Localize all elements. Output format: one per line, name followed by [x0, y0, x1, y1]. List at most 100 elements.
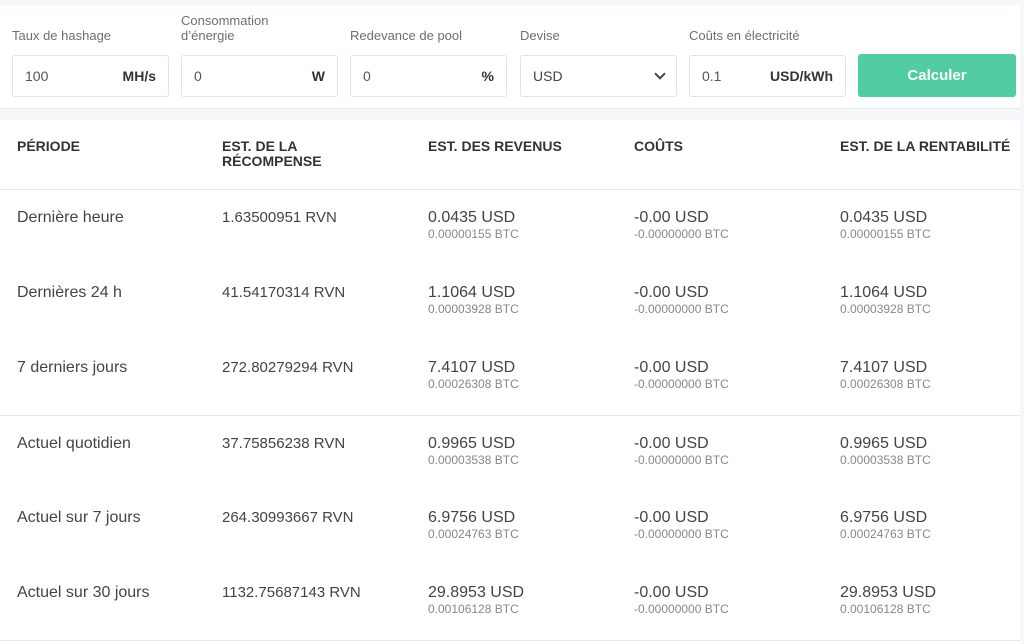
hashrate-field: Taux de hashage 100 MH/s — [12, 5, 169, 105]
cost-cell: -0.00 USD -0.00000000 BTC — [634, 509, 729, 541]
cost-usd: -0.00 USD — [634, 209, 709, 226]
hashrate-value[interactable]: 100 — [25, 68, 49, 84]
power-value[interactable]: 0 — [194, 68, 202, 84]
reward-cell: 1132.75687143 RVN — [222, 584, 361, 601]
profit-cell: 0.0435 USD 0.00000155 BTC — [840, 209, 931, 241]
revenue-btc: 0.00003538 BTC — [428, 453, 519, 467]
period-cell: Actuel sur 7 jours — [17, 509, 141, 526]
header-revenue: EST. DES REVENUS — [428, 138, 562, 154]
electricity-unit: USD/kWh — [770, 68, 833, 84]
period-cell: Actuel quotidien — [17, 435, 131, 452]
revenue-usd: 1.1064 USD — [428, 284, 516, 301]
currency-value: USD — [533, 68, 563, 84]
cost-btc: -0.00000000 BTC — [634, 527, 729, 541]
revenue-cell: 7.4107 USD 0.00026308 BTC — [428, 359, 519, 391]
revenue-usd: 6.9756 USD — [428, 509, 516, 526]
revenue-cell: 1.1064 USD 0.00003928 BTC — [428, 284, 519, 316]
pool-fee-input[interactable]: 0% — [350, 55, 507, 97]
hashrate-input[interactable]: 100 MH/s — [12, 55, 169, 97]
revenue-cell: 6.9756 USD 0.00024763 BTC — [428, 509, 519, 541]
chevron-down-icon — [654, 68, 666, 80]
cost-btc: -0.00000000 BTC — [634, 227, 729, 241]
cost-cell: -0.00 USD -0.00000000 BTC — [634, 284, 729, 316]
table-header: PÉRIODE EST. DE LA RÉCOMPENSE EST. DES R… — [0, 120, 1020, 190]
table-row: 7 derniers jours 272.80279294 RVN 7.4107… — [0, 340, 1020, 415]
table-row: Actuel sur 7 jours 264.30993667 RVN 6.97… — [0, 490, 1020, 565]
header-reward: EST. DE LA RÉCOMPENSE — [222, 138, 322, 169]
pool-fee-value[interactable]: 0 — [363, 68, 371, 84]
profit-usd: 29.8953 USD — [840, 584, 937, 601]
profit-cell: 1.1064 USD 0.00003928 BTC — [840, 284, 931, 316]
cost-cell: -0.00 USD -0.00000000 BTC — [634, 584, 729, 616]
reward-cell: 41.54170314 RVN — [222, 284, 346, 301]
pool-fee-label: Redevance de pool — [350, 28, 463, 43]
reward-cell: 272.80279294 RVN — [222, 359, 354, 376]
table-row: Actuel sur 30 jours 1132.75687143 RVN 29… — [0, 565, 1020, 640]
profit-cell: 0.9965 USD 0.00003538 BTC — [840, 435, 931, 467]
cost-cell: -0.00 USD -0.00000000 BTC — [634, 209, 729, 241]
currency-select[interactable]: USD — [520, 55, 677, 97]
period-cell: 7 derniers jours — [17, 359, 128, 376]
period-cell: Actuel sur 30 jours — [17, 584, 150, 601]
reward-cell: 264.30993667 RVN — [222, 509, 354, 526]
profit-usd: 1.1064 USD — [840, 284, 928, 301]
cost-cell: -0.00 USD -0.00000000 BTC — [634, 359, 729, 391]
profit-btc: 0.00003538 BTC — [840, 453, 931, 467]
revenue-btc: 0.00024763 BTC — [428, 527, 519, 541]
calculator-form: Taux de hashage 100 MH/s Consommation d’é… — [0, 5, 1020, 109]
table-row: Actuel quotidien 37.75856238 RVN 0.9965 … — [0, 415, 1020, 490]
header-costs: COÛTS — [634, 138, 683, 154]
revenue-usd: 7.4107 USD — [428, 359, 516, 376]
cost-cell: -0.00 USD -0.00000000 BTC — [634, 435, 729, 467]
cost-btc: -0.00000000 BTC — [634, 377, 729, 391]
calculate-button[interactable]: Calculer — [858, 54, 1016, 97]
cost-btc: -0.00000000 BTC — [634, 453, 729, 467]
cost-usd: -0.00 USD — [634, 359, 709, 376]
reward-cell: 37.75856238 RVN — [222, 435, 346, 452]
electricity-field: Coûts en électricité 0.1 USD/kWh — [689, 5, 846, 105]
profit-btc: 0.00024763 BTC — [840, 527, 931, 541]
profit-btc: 0.00026308 BTC — [840, 377, 931, 391]
revenue-usd: 29.8953 USD — [428, 584, 525, 601]
electricity-label: Coûts en électricité — [689, 28, 800, 43]
cost-btc: -0.00000000 BTC — [634, 302, 729, 316]
revenue-btc: 0.00106128 BTC — [428, 602, 519, 616]
revenue-btc: 0.00026308 BTC — [428, 377, 519, 391]
profit-usd: 0.0435 USD — [840, 209, 928, 226]
profit-cell: 29.8953 USD 0.00106128 BTC — [840, 584, 936, 616]
period-cell: Dernières 24 h — [17, 284, 122, 301]
hashrate-label: Taux de hashage — [12, 28, 112, 43]
period-cell: Dernière heure — [17, 209, 124, 226]
table-bottom-divider — [0, 640, 1020, 641]
profit-cell: 6.9756 USD 0.00024763 BTC — [840, 509, 931, 541]
revenue-cell: 29.8953 USD 0.00106128 BTC — [428, 584, 524, 616]
profit-usd: 7.4107 USD — [840, 359, 928, 376]
revenue-cell: 0.0435 USD 0.00000155 BTC — [428, 209, 519, 241]
profit-btc: 0.00003928 BTC — [840, 302, 931, 316]
cost-btc: -0.00000000 BTC — [634, 602, 729, 616]
cost-usd: -0.00 USD — [634, 584, 709, 601]
profit-cell: 7.4107 USD 0.00026308 BTC — [840, 359, 931, 391]
header-profit: EST. DE LA RENTABILITÉ — [840, 138, 1011, 154]
electricity-value[interactable]: 0.1 — [702, 68, 722, 84]
electricity-input[interactable]: 0.1 USD/kWh — [689, 55, 846, 97]
hashrate-unit: MH/s — [122, 68, 156, 84]
pool-fee-unit: % — [481, 68, 494, 84]
currency-field: Devise USD — [520, 5, 677, 105]
cost-usd: -0.00 USD — [634, 509, 709, 526]
currency-label: Devise — [520, 28, 560, 43]
revenue-cell: 0.9965 USD 0.00003538 BTC — [428, 435, 519, 467]
power-label: Consommation d’énergie — [181, 13, 269, 43]
profit-btc: 0.00106128 BTC — [840, 602, 931, 616]
revenue-btc: 0.00000155 BTC — [428, 227, 519, 241]
profit-btc: 0.00000155 BTC — [840, 227, 931, 241]
profitability-table: PÉRIODE EST. DE LA RÉCOMPENSE EST. DES R… — [0, 120, 1020, 644]
reward-cell: 1.63500951 RVN — [222, 209, 337, 226]
table-row: Dernière heure 1.63500951 RVN 0.0435 USD… — [0, 190, 1020, 265]
cost-usd: -0.00 USD — [634, 284, 709, 301]
cost-usd: -0.00 USD — [634, 435, 709, 452]
revenue-btc: 0.00003928 BTC — [428, 302, 519, 316]
profit-usd: 0.9965 USD — [840, 435, 928, 452]
